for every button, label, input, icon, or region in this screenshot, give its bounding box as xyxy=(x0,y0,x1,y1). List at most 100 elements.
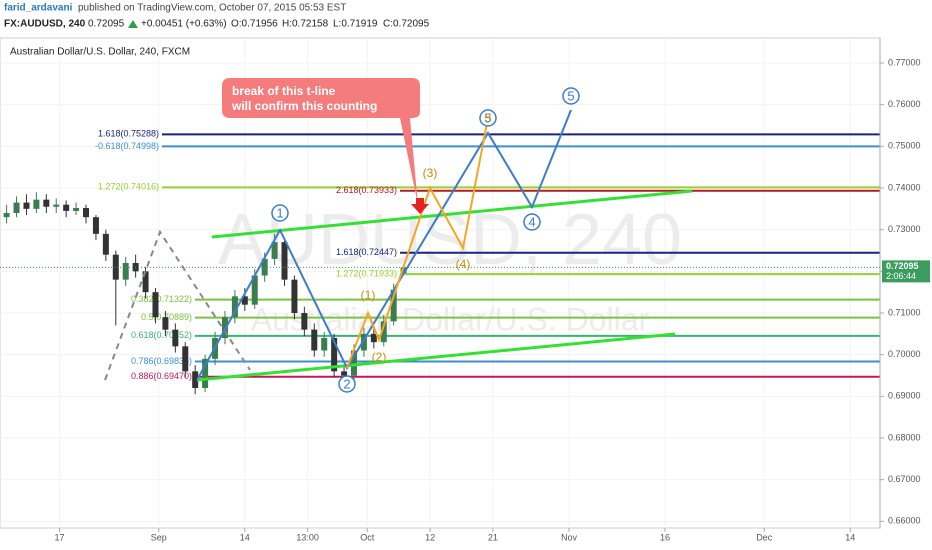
y-tick-label: 0.73000 xyxy=(888,224,921,234)
wave-path xyxy=(196,109,572,381)
candle-body xyxy=(241,296,248,305)
candle-body xyxy=(341,371,348,376)
candle-body xyxy=(291,279,298,313)
open: O:0.71956 xyxy=(231,19,278,30)
y-tick-label: 0.69000 xyxy=(888,391,921,401)
candle-body xyxy=(231,296,238,318)
candle-body xyxy=(182,346,189,372)
low: L:0.71919 xyxy=(333,19,378,30)
candle-body xyxy=(172,329,179,347)
candle-body xyxy=(122,263,129,280)
wave-circle xyxy=(523,213,541,231)
red-arrow xyxy=(411,198,429,214)
callout-line: will confirm this counting xyxy=(231,99,377,113)
candle-body xyxy=(251,275,258,305)
wave-circle xyxy=(338,375,356,393)
close: C:0.72095 xyxy=(383,19,430,30)
wave-circle xyxy=(479,109,497,127)
candle-body xyxy=(350,350,357,376)
candle-body xyxy=(33,199,40,209)
y-tick-label: 0.70000 xyxy=(888,349,921,359)
x-tick-label: 13:00 xyxy=(296,532,319,542)
fib-label: 1.272(0.71933) xyxy=(336,269,397,279)
fib-label: 1.272(0.74016) xyxy=(98,182,159,192)
candle-body xyxy=(162,317,169,330)
last: 0.72095 xyxy=(88,19,125,30)
publisher: farid_ardavani xyxy=(4,3,73,14)
wave-circle xyxy=(562,87,580,105)
x-tick-label: Sep xyxy=(151,532,167,542)
candle-body xyxy=(142,271,149,293)
up-arrow xyxy=(128,20,138,28)
y-tick-label: 0.74000 xyxy=(888,182,921,192)
candle-body xyxy=(3,213,10,218)
fib-label: 2.618(0.73933) xyxy=(336,185,397,195)
subwave-label: 3 xyxy=(485,111,492,125)
y-tick-label: 0.76000 xyxy=(888,99,921,109)
fib-label: -0.618(0.74998) xyxy=(95,141,159,151)
candle-body xyxy=(102,233,109,255)
x-tick-label: 12 xyxy=(425,532,435,542)
candle-body xyxy=(73,208,80,211)
wave-circle xyxy=(271,204,289,222)
fib-label: 1.618(0.72447) xyxy=(336,247,397,257)
wave-label: 1 xyxy=(276,205,283,220)
change: +0.00451 (+0.63%) xyxy=(141,19,227,30)
fib-label: 0.786(0.69836) xyxy=(131,356,192,366)
drawings xyxy=(104,109,693,382)
fib-label: 0.886(0.69470) xyxy=(131,371,192,381)
y-tick-label: 0.66000 xyxy=(888,516,921,526)
lower-trendline xyxy=(196,332,676,382)
subwave-path xyxy=(346,117,489,369)
upper-trendline xyxy=(211,189,693,239)
candle-body xyxy=(63,204,70,211)
candle-body xyxy=(271,242,278,259)
subwave-label: (1) xyxy=(361,288,376,302)
x-tick-label: Nov xyxy=(561,532,578,542)
x-tick-label: 17 xyxy=(55,532,65,542)
countdown: 2:06:44 xyxy=(886,271,916,281)
subwave-label: (4) xyxy=(456,257,471,271)
y-tick-label: 0.68000 xyxy=(888,432,921,442)
symbol: FX:AUDUSD, 240 xyxy=(4,19,86,30)
watermark-sub: Australian Dollar/U.S. Dollar xyxy=(251,301,650,337)
fib-label: 0.5(0.70889) xyxy=(141,312,192,322)
candle-body xyxy=(390,289,397,322)
y-tick-label: 0.77000 xyxy=(888,57,921,67)
wave-label: 5 xyxy=(567,88,574,103)
chart-title: Australian Dollar/U.S. Dollar, 240, FXCM xyxy=(10,47,190,58)
candle-body xyxy=(400,267,407,274)
candle-body xyxy=(152,292,159,318)
candle-body xyxy=(53,204,60,207)
last-price-label: 0.72095 xyxy=(886,261,919,271)
candle-body xyxy=(23,202,30,209)
candle-body xyxy=(311,329,318,351)
candle-body xyxy=(112,254,119,280)
candle-body xyxy=(281,242,288,280)
x-tick-label: 14 xyxy=(240,532,250,542)
candle-body xyxy=(92,217,99,234)
fib-label: 1.618(0.75288) xyxy=(98,129,159,139)
x-tick-label: 14 xyxy=(845,532,855,542)
candle-body xyxy=(360,333,367,351)
high: H:0.72158 xyxy=(282,19,329,30)
x-tick-label: 16 xyxy=(660,532,670,542)
wave-label: 5 xyxy=(484,110,491,125)
y-tick-label: 0.67000 xyxy=(888,474,921,484)
subwave-label: (2) xyxy=(372,350,387,364)
plot-frame xyxy=(0,37,881,529)
y-tick-label: 0.75000 xyxy=(888,141,921,151)
candle-body xyxy=(43,199,50,207)
fib-label: 0.382(0.71322) xyxy=(131,294,192,304)
candle-body xyxy=(202,358,209,388)
x-tick-label: Dec xyxy=(756,532,773,542)
candle-body xyxy=(380,321,387,343)
candle-body xyxy=(192,371,199,388)
subwave-label: (3) xyxy=(423,166,438,180)
y-tick-label: 0.71000 xyxy=(888,307,921,317)
x-tick-label: Oct xyxy=(360,532,375,542)
published: published on TradingView.com, October 07… xyxy=(78,3,346,14)
candle-body xyxy=(370,333,377,343)
